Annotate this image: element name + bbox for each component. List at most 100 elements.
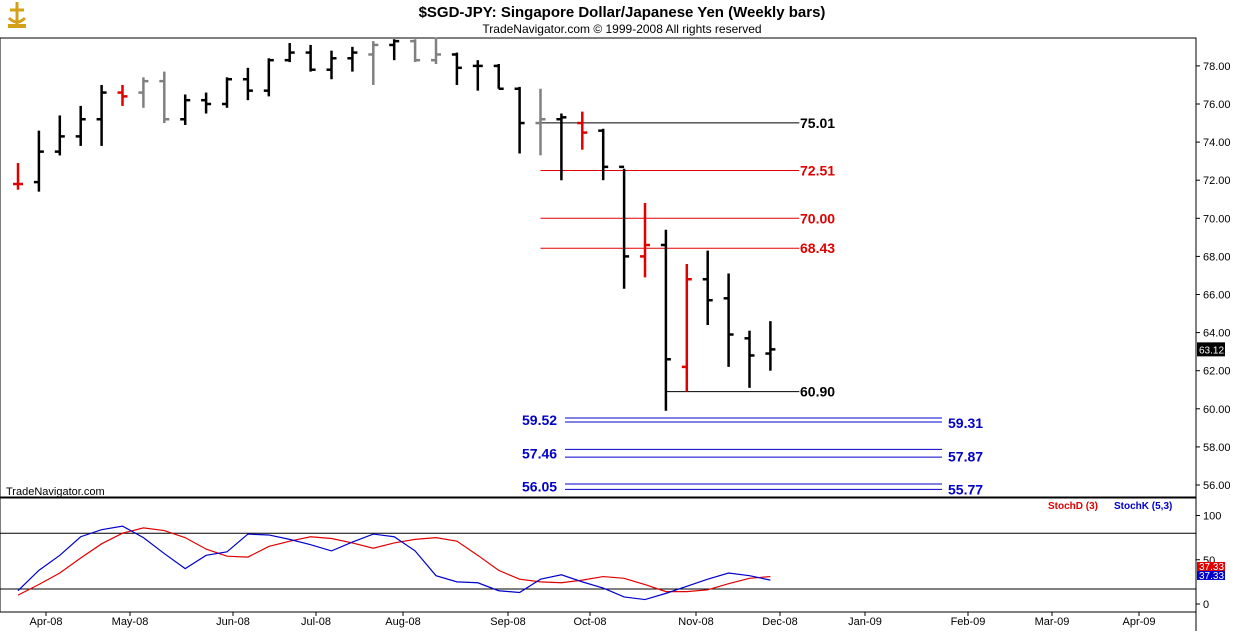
date-axis-label: Jan-09 <box>848 616 882 628</box>
price-axis-label: 66.00 <box>1203 290 1231 302</box>
date-axis-label: Aug-08 <box>385 616 420 628</box>
stoch-d-readout: 37.33 <box>1199 562 1224 573</box>
ohlc-bar <box>389 39 400 61</box>
ohlc-bar <box>305 44 316 72</box>
price-pane-border <box>0 37 1197 498</box>
price-axis-label: 78.00 <box>1203 61 1231 73</box>
band-left-label: 59.52 <box>522 412 557 428</box>
band-left-label: 57.46 <box>522 445 557 461</box>
date-axis-label: Apr-09 <box>1122 616 1155 628</box>
ohlc-bar <box>347 46 358 72</box>
price-axis-label: 72.00 <box>1203 175 1231 187</box>
date-axis-label: Dec-08 <box>762 616 797 628</box>
band-right-label: 55.77 <box>948 482 983 498</box>
ohlc-bar <box>556 113 567 181</box>
date-axis-label: Jun-08 <box>216 616 250 628</box>
stoch-k-legend: StochK (5,3) <box>1114 501 1172 512</box>
ohlc-bar <box>431 37 441 64</box>
ohlc-bar <box>326 50 337 80</box>
last-price-tag: 63.12 <box>1197 342 1225 357</box>
band-right-label: 59.31 <box>948 415 983 431</box>
chart-frame <box>0 37 1197 631</box>
last-price-box <box>1197 342 1225 357</box>
level-label: 72.51 <box>800 162 835 178</box>
ohlc-bar <box>619 165 630 289</box>
date-axis: Apr-08 May-08 Jun-08 Jul-08 Aug-08 Sep-08 Oct-… <box>29 612 1156 628</box>
price-axis-label: 68.00 <box>1203 251 1231 263</box>
ohlc-bar <box>138 77 149 108</box>
price-axis: 56.00 58.00 60.00 62.00 64.00 66.00 68.00 70.00… <box>1196 61 1231 492</box>
ohlc-bar <box>201 92 212 114</box>
price-axis-label: 70.00 <box>1203 213 1231 225</box>
ohlc-bar <box>75 105 86 146</box>
price-axis-label: 58.00 <box>1203 442 1231 454</box>
date-axis-label: Nov-08 <box>678 616 713 628</box>
ohlc-bar <box>681 264 692 392</box>
stoch-d-legend: StochD (3) <box>1048 501 1098 512</box>
stoch-k-readout-box <box>1197 570 1225 580</box>
date-axis-label: Oct-08 <box>573 616 606 628</box>
date-axis-label: Feb-09 <box>951 616 986 628</box>
ohlc-bar <box>284 43 295 63</box>
stoch-d-readout-box <box>1197 561 1225 571</box>
level-label: 68.43 <box>800 240 835 256</box>
ohlc-bar <box>222 77 232 108</box>
ohlc-bar <box>535 88 546 156</box>
date-axis-label: Apr-08 <box>29 616 62 628</box>
band-left-label: 56.05 <box>522 479 557 495</box>
stoch-axis-label: 0 <box>1203 599 1209 611</box>
band-right-label: 57.87 <box>948 448 983 464</box>
price-bars <box>13 37 776 411</box>
ohlc-bar <box>263 58 274 97</box>
date-axis-label: Mar-09 <box>1035 616 1070 628</box>
copyright-text: TradeNavigator.com © 1999-2008 All right… <box>482 22 761 36</box>
ohlc-bar <box>472 60 483 91</box>
date-axis-label: Jul-08 <box>301 616 331 628</box>
ohlc-bar <box>702 250 713 325</box>
stoch-axis-label: 100 <box>1203 511 1221 523</box>
ohlc-bar <box>159 71 170 124</box>
level-label: 75.01 <box>800 115 835 131</box>
level-label: 60.90 <box>800 384 835 400</box>
ohlc-bar <box>765 321 776 371</box>
price-axis-label: 64.00 <box>1203 328 1231 340</box>
watermark-text: TradeNavigator.com <box>6 486 105 498</box>
stoch-k-readout: 37.33 <box>1199 571 1224 582</box>
date-axis-label: Sep-08 <box>490 616 525 628</box>
chart-title: $SGD-JPY: Singapore Dollar/Japanese Yen … <box>419 4 826 21</box>
ohlc-bar <box>33 130 44 192</box>
ohlc-bar <box>54 115 65 156</box>
ohlc-bar <box>514 86 525 154</box>
trade-navigator-logo-icon <box>7 2 27 28</box>
logo-anchor <box>7 2 27 24</box>
ohlc-bar <box>493 63 504 91</box>
price-axis-label: 56.00 <box>1203 480 1231 492</box>
ohlc-bar <box>451 52 462 85</box>
ohlc-bar <box>117 84 128 106</box>
ohlc-bar <box>744 330 755 388</box>
price-axis-label: 76.00 <box>1203 99 1231 111</box>
price-axis-label: 60.00 <box>1203 404 1231 416</box>
ohlc-bar <box>640 203 650 278</box>
ohlc-bar <box>96 84 107 146</box>
stoch-line-d <box>17 527 771 596</box>
last-price-value: 63.12 <box>1199 345 1224 356</box>
level-label: 70.00 <box>800 210 835 226</box>
ohlc-bar <box>577 111 588 150</box>
price-axis-label: 74.00 <box>1203 137 1231 149</box>
ohlc-bar <box>660 229 671 411</box>
ohlc-bar <box>598 128 609 181</box>
date-axis-label: May-08 <box>112 616 149 628</box>
fib-levels: 75.01 72.51 70.00 68.43 60.90 59.52 59.31 57.46… <box>522 115 983 498</box>
ohlc-bar <box>723 273 734 367</box>
ohlc-bar <box>410 39 421 63</box>
ohlc-bar <box>180 94 191 125</box>
stoch-line-k <box>17 525 771 601</box>
logo-base <box>8 24 26 28</box>
ohlc-bar <box>13 163 23 190</box>
ohlc-bar <box>242 67 253 101</box>
ohlc-bar <box>368 41 379 85</box>
